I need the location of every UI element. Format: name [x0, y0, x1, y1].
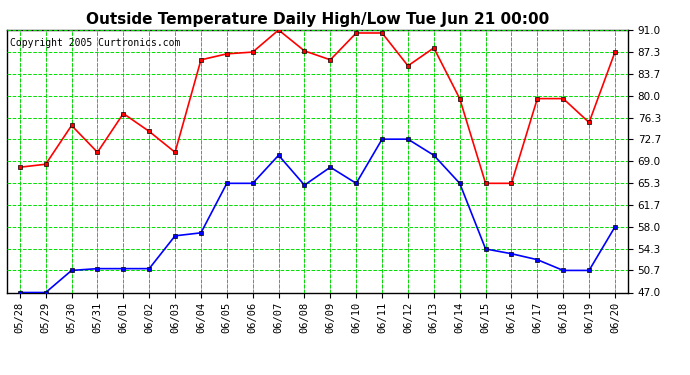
Text: Copyright 2005 Curtronics.com: Copyright 2005 Curtronics.com [10, 38, 180, 48]
Title: Outside Temperature Daily High/Low Tue Jun 21 00:00: Outside Temperature Daily High/Low Tue J… [86, 12, 549, 27]
